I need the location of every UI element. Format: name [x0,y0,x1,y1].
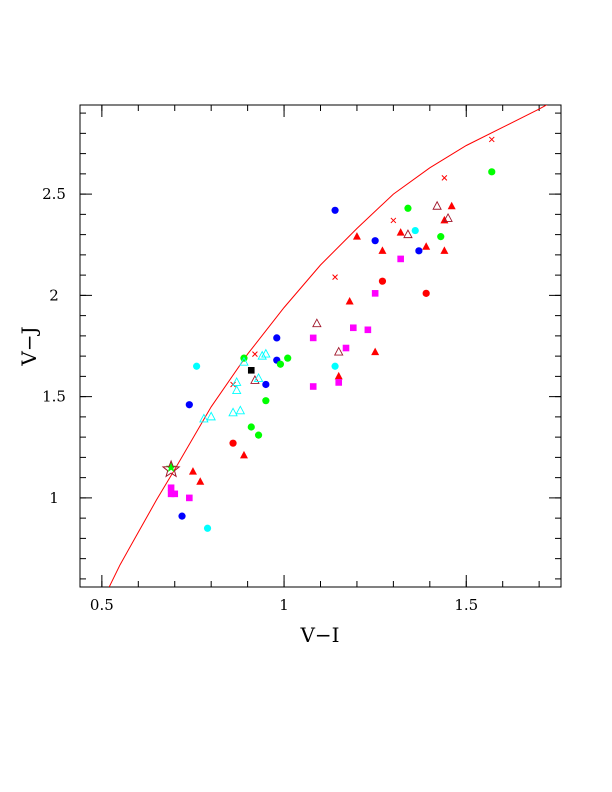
data-point-circle [331,206,339,214]
data-point-triangle [378,246,387,254]
data-point-triangle [440,246,449,254]
data-point-open-triangle [333,346,344,356]
data-point-circle [371,237,379,245]
model-curve [108,105,548,587]
x-tick-label: 1 [279,596,289,614]
data-point-circle [273,334,281,342]
data-point-open-triangle [403,229,413,239]
data-point-circle [284,354,292,362]
data-point-circle [415,247,423,255]
data-point-square [186,494,193,502]
y-axis-label: V−J [17,326,41,366]
data-point-star [165,462,177,472]
data-point-triangle [345,296,354,305]
data-point-circle [247,423,255,431]
data-point-triangle [371,347,380,356]
data-point-open-triangle [443,212,453,222]
data-point-open-triangle [199,413,209,423]
data-point-circle [331,362,339,370]
data-point-triangle [334,371,343,380]
x-tick-label: 1.5 [454,596,478,614]
axis-ticks: 0.5 1 1.5 1 1.5 2 2.5 [42,105,561,614]
data-point-open-triangle [250,374,260,384]
data-point-circle [404,204,412,212]
data-points [161,168,496,532]
data-point-triangle [396,228,405,236]
data-point-square [397,255,404,263]
data-point-circle [185,401,193,409]
curve-cross-marker [441,175,448,181]
data-point-open-triangle [432,200,442,210]
data-point-square [309,334,317,342]
curve-cross-marker [252,351,258,357]
y-tick-label: 2.5 [42,185,66,203]
data-point-square [309,383,317,390]
data-point-circle [178,512,186,520]
plot-frame [79,104,562,588]
data-point-open-triangle [239,356,249,366]
data-point-circle [254,431,263,439]
data-point-open-triangle [231,376,242,386]
data-point-square [371,290,379,297]
data-point-open-star [161,459,181,478]
data-point-triangle [239,450,248,459]
data-point-square [171,490,179,498]
data-point-circle [488,168,496,176]
data-point-open-triangle [206,411,216,421]
data-point-triangle [352,232,361,240]
data-point-circle [378,277,387,285]
data-point-circle [229,439,237,447]
curve-cross-marker [488,136,495,143]
data-point-square [335,379,343,386]
x-axis-label: V−I [299,623,339,647]
y-tick-label: 1.5 [42,388,66,406]
data-point-open-triangle [235,405,246,415]
data-point-triangle [447,201,456,210]
data-point-circle [203,524,212,532]
data-point-open-triangle [228,407,238,417]
y-tick-label: 1 [49,489,59,507]
y-tick-label: 2 [49,286,59,304]
data-point-square [167,490,175,498]
data-point-open-triangle [253,372,264,382]
data-point-open-triangle [312,318,322,328]
data-point-open-triangle [257,350,267,360]
data-point-circle [193,362,201,370]
data-point-circle [411,226,419,235]
data-point-open-triangle [231,385,242,395]
curve-line [108,105,548,587]
data-point-triangle [422,242,431,250]
data-point-circle [276,360,285,368]
curve-cross-marker [390,217,397,224]
data-point-open-triangle [261,348,271,358]
data-point-triangle [196,477,205,485]
curve-cross-marker [332,274,338,280]
data-point-square [167,484,175,492]
data-point-square [247,367,255,374]
data-point-triangle [188,467,197,475]
data-point-square [364,326,372,334]
data-point-triangle [440,215,449,224]
data-point-circle [437,233,445,241]
data-point-circle [422,289,430,297]
data-point-square [349,324,357,332]
data-point-circle [262,397,270,405]
data-point-circle [262,380,270,389]
x-tick-label: 0.5 [90,596,114,614]
data-point-square [342,344,350,352]
